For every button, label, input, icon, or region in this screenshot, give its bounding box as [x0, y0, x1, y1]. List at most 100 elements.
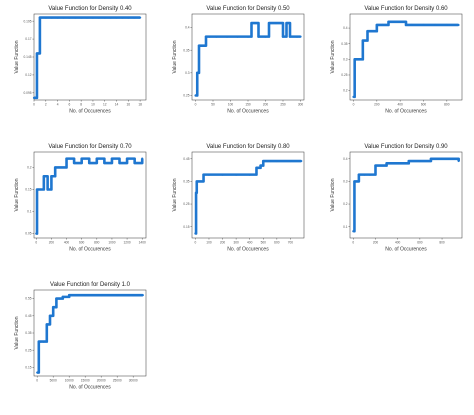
data-point — [74, 16, 77, 19]
data-point — [45, 323, 48, 326]
data-point — [35, 52, 39, 55]
data-point — [121, 16, 124, 19]
data-point — [196, 71, 199, 74]
x-tick-label: 15000 — [81, 379, 90, 383]
x-tick-label: 0 — [195, 103, 197, 107]
x-tick-label: 200 — [49, 241, 55, 245]
data-point — [55, 297, 58, 300]
data-point — [201, 44, 204, 47]
data-point — [42, 340, 45, 343]
x-tick-label: 200 — [263, 103, 269, 107]
x-tick-label: 600 — [417, 241, 423, 245]
x-tick-label: 100 — [228, 103, 234, 107]
chart-panel-1: Value Function for Density 0.50 0 50 100 150… — [158, 0, 316, 135]
x-tick-label: 18 — [138, 103, 142, 107]
x-tick-label: 5000 — [50, 379, 57, 383]
chart-svg-6: Value Function for Density 1.0 0 5000 10000… — [14, 282, 147, 391]
data-point — [253, 21, 257, 25]
data-point — [132, 294, 135, 297]
chart-panel-6: Value Function for Density 1.0 0 5000 10000… — [0, 276, 158, 411]
x-tick-label: 800 — [444, 103, 450, 107]
chart-svg-2: Value Function for Density 0.60 0 200 400 60… — [330, 6, 463, 115]
data-point — [288, 35, 292, 38]
x-tick-label: 800 — [439, 241, 445, 245]
data-point — [103, 161, 106, 165]
x-tick-label: 600 — [274, 241, 280, 245]
data-point — [109, 16, 112, 19]
x-tick-label: 400 — [247, 241, 253, 245]
y-tick-label: 0.4 — [185, 26, 190, 30]
data-point — [88, 161, 91, 165]
x-tick-label: 0 — [35, 241, 37, 245]
data-point — [268, 159, 272, 163]
y-tick-label: 0.55 — [25, 297, 31, 301]
series-line — [353, 20, 459, 99]
data-point — [399, 20, 402, 23]
y-tick-label: 0.35 — [25, 331, 31, 335]
data-point — [48, 314, 52, 317]
data-point — [207, 173, 211, 176]
plot-frame — [33, 151, 147, 239]
data-point — [259, 164, 262, 167]
data-point — [445, 23, 448, 27]
data-point — [457, 159, 460, 163]
data-point — [352, 230, 355, 233]
data-point — [44, 16, 47, 19]
plot-frame — [191, 151, 305, 239]
data-point — [52, 306, 55, 309]
data-point — [116, 294, 119, 297]
data-point — [57, 166, 61, 169]
data-point — [387, 20, 390, 23]
data-point — [208, 35, 211, 38]
y-tick-label: 0.2 — [343, 89, 348, 93]
y-tick-label: 0.25 — [183, 94, 189, 98]
data-point — [352, 95, 355, 98]
data-point — [115, 16, 118, 19]
x-tick-label: 200 — [374, 103, 380, 107]
data-point — [46, 188, 49, 191]
data-point — [264, 35, 267, 38]
x-axis-label: No. of Occurences — [69, 109, 111, 115]
data-point — [299, 35, 302, 38]
data-point — [39, 188, 42, 191]
data-point — [235, 173, 238, 176]
x-tick-label: 200 — [220, 241, 226, 245]
data-point — [97, 16, 100, 19]
x-tick-label: 1000 — [108, 241, 115, 245]
y-tick-label: 0.25 — [183, 202, 189, 206]
chart-panel-4: Value Function for Density 0.80 0 100 200 30… — [158, 138, 316, 273]
data-point — [355, 180, 358, 183]
x-tick-label: 8 — [80, 103, 82, 107]
y-tick-label: 0.15 — [25, 366, 31, 370]
data-point — [236, 35, 239, 38]
data-point — [440, 157, 444, 160]
x-tick-label: 4 — [57, 103, 59, 107]
data-point — [225, 35, 229, 38]
data-point — [42, 175, 45, 178]
data-point — [37, 340, 40, 343]
data-point — [396, 162, 399, 165]
data-point — [199, 180, 202, 183]
y-tick-label: 0.17 — [25, 37, 31, 41]
data-point — [410, 23, 413, 27]
x-tick-label: 200 — [373, 241, 379, 245]
x-tick-label: 400 — [398, 103, 404, 107]
data-point — [381, 23, 384, 27]
data-point — [54, 166, 57, 169]
data-point — [255, 166, 258, 169]
x-tick-label: 800 — [94, 241, 100, 245]
chart-panel-5: Value Function for Density 0.90 0 200 400 60… — [316, 138, 474, 273]
data-point — [133, 161, 136, 165]
y-tick-label: 0.4 — [343, 26, 348, 30]
x-tick-label: 30000 — [129, 379, 138, 383]
data-point — [250, 21, 253, 25]
y-tick-label: 0.45 — [25, 314, 31, 318]
data-point — [452, 157, 455, 160]
data-point — [127, 16, 130, 19]
x-tick-label: 2 — [45, 103, 47, 107]
x-tick-label: 250 — [280, 103, 286, 107]
data-point — [457, 23, 460, 27]
x-tick-label: 0 — [352, 241, 354, 245]
chart-svg-3: Value Function for Density 0.70 0 200 400 60… — [14, 144, 147, 253]
y-tick-label: 0.4 — [343, 157, 348, 161]
